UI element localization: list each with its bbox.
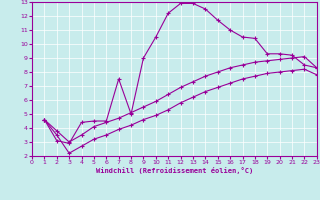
X-axis label: Windchill (Refroidissement éolien,°C): Windchill (Refroidissement éolien,°C)	[96, 167, 253, 174]
